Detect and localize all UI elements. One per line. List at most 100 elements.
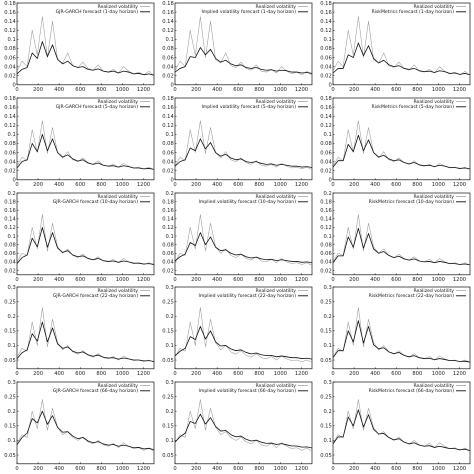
x-tick-label: 1200 [295,182,308,188]
chart-panel: 0.05 0.1 0.15 0.2 0.25 0.3 0 200 400 600 800 1000 12… [158,379,316,474]
x-tick-label: 0 [15,182,18,188]
y-tick-label: 0.15 [320,424,332,430]
x-tick-label: 600 [391,277,401,283]
x-tick-label: 400 [370,277,380,283]
y-tick-label: 0.15 [162,329,174,335]
x-tick-label: 0 [331,372,334,378]
y-tick-label: 0.2 [8,190,16,196]
y-tick-label: 0.25 [320,395,332,401]
x-tick-label: 1200 [137,182,150,188]
x-tick-label: 800 [412,466,422,472]
x-tick-label: 400 [54,277,64,283]
x-tick-label: 200 [191,277,201,283]
x-tick-label: 800 [96,87,106,93]
y-tick-label: 0.14 [162,114,174,120]
plot-frame [16,97,155,180]
y-tick-label: 0.1 [8,37,16,43]
plot-frame [332,287,471,370]
y-tick-label: 0.04 [320,64,332,70]
y-tick-label: 0.08 [4,141,16,147]
y-tick-label: 0.15 [162,424,174,430]
series-line-forecast [17,322,154,363]
y-tick-label: 0.2 [166,409,174,415]
y-tick-label: 0.16 [4,105,16,111]
x-tick-label: 0 [15,277,18,283]
x-tick-label: 800 [254,87,264,93]
legend-entry: Realized volatility [256,194,297,200]
legend-entry: GJR-GARCH forecast (22-day horizon) [53,294,139,300]
y-tick-label: 0.1 [324,233,332,239]
y-tick-label: 0.3 [8,285,16,291]
series-line-forecast [333,134,470,170]
y-tick-label: 0.14 [320,114,332,120]
y-tick-label: 0.06 [4,150,16,156]
y-tick-label: 0.14 [320,216,332,222]
y-tick-label: 0.15 [4,424,16,430]
x-tick-label: 1200 [453,87,466,93]
x-tick-label: 800 [96,466,106,472]
x-tick-label: 1000 [116,87,129,93]
x-tick-label: 600 [75,87,85,93]
y-tick-label: 0.14 [4,216,16,222]
x-tick-label: 600 [391,372,401,378]
y-tick-label: 0.06 [162,251,174,257]
y-tick-label: 0.02 [320,268,332,274]
y-tick-label: 0.18 [4,96,16,102]
chart-panel: 0.05 0.1 0.15 0.2 0.25 0.3 0 200 400 600 800 1000 12… [316,379,474,474]
chart-svg: 0.05 0.1 0.15 0.2 0.25 0.3 0 200 400 600 800 1000 12… [162,285,313,378]
y-tick-label: 0.02 [162,268,174,274]
y-tick-label: 0.12 [320,225,332,231]
y-tick-label: 0.1 [324,344,332,350]
y-tick-label: 0.2 [324,190,332,196]
y-tick-label: 0.16 [320,105,332,111]
plot-frame [174,287,313,370]
x-tick-label: 1000 [116,466,129,472]
chart-svg: 0.05 0.1 0.15 0.2 0.25 0.3 0 200 400 600 800 1000 12… [162,380,313,472]
series-line-realized [175,16,312,76]
x-tick-label: 800 [254,466,264,472]
y-tick-label: 0.18 [320,96,332,102]
chart-panel: 0 0.02 0.04 0.06 0.08 0.1 0.12 0.14 0.16 0.18 0 200… [316,95,474,190]
y-tick-label: 0.18 [4,1,16,7]
y-tick-label: 0.16 [162,10,174,16]
y-tick-label: 0 [12,83,15,89]
y-tick-label: 0.06 [320,150,332,156]
x-tick-label: 400 [54,372,64,378]
chart-panel: 0 0.02 0.04 0.06 0.08 0.1 0.12 0.14 0.16 0.18 0 200… [316,0,474,95]
x-tick-label: 1000 [432,466,445,472]
legend-entry: RiskMetrics forecast (66-day horizon) [369,388,455,394]
x-tick-label: 0 [15,87,18,93]
y-tick-label: 0.02 [162,74,174,80]
series-line-forecast [17,410,154,451]
x-tick-label: 1200 [295,466,308,472]
x-tick-label: 600 [233,182,243,188]
plot-frame [174,381,313,465]
chart-svg: 0 0.02 0.04 0.06 0.08 0.1 0.12 0.14 0.16 0.18 0 200… [162,96,313,188]
x-tick-label: 1200 [137,277,150,283]
series-line-forecast [175,326,312,360]
chart-panel: 0 0.02 0.04 0.06 0.08 0.1 0.12 0.14 0.16 0.18 0 200… [158,0,316,95]
y-tick-label: 0.1 [8,438,16,444]
y-tick-label: 0.04 [4,159,16,165]
x-tick-label: 800 [96,182,106,188]
x-tick-label: 0 [15,466,18,472]
x-tick-label: 400 [54,87,64,93]
y-tick-label: 0 [328,177,331,183]
y-tick-label: 0.16 [320,10,332,16]
y-tick-label: 0.05 [320,453,332,459]
y-tick-label: 0.1 [324,438,332,444]
y-tick-label: 0.06 [320,55,332,61]
legend-entry: Implied volatility forecast (66-day hori… [199,388,297,394]
x-tick-label: 200 [33,466,43,472]
y-tick-label: 0.05 [4,358,16,364]
x-tick-label: 600 [391,182,401,188]
chart-svg: 0.05 0.1 0.15 0.2 0.25 0.3 0 200 400 600 800 1000 12… [4,380,155,472]
x-tick-label: 200 [349,182,359,188]
x-tick-label: 200 [349,277,359,283]
y-tick-label: 0.02 [162,168,174,174]
legend-entry: Realized volatility [256,99,297,105]
plot-frame [332,192,471,275]
x-tick-label: 1000 [116,277,129,283]
y-tick-label: 0.2 [166,314,174,320]
y-tick-label: 0.12 [4,28,16,34]
